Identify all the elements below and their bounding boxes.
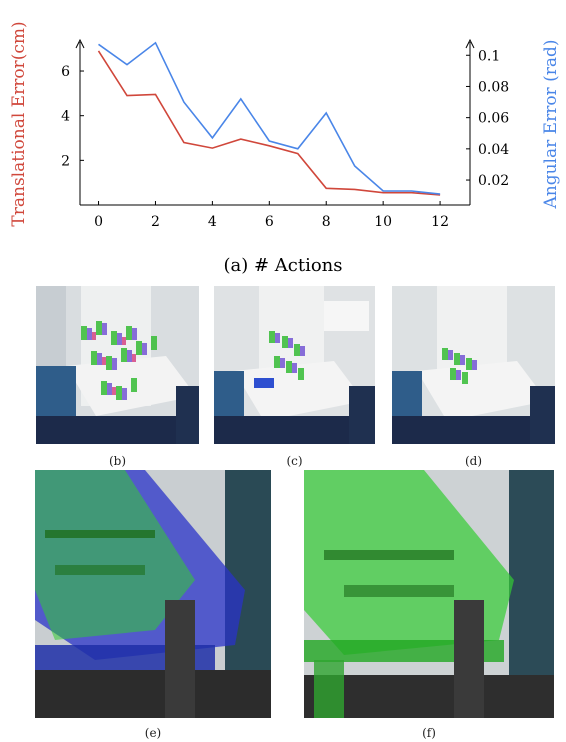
translational-error-line [97,50,441,196]
x-tick-label: 10 [374,214,392,230]
caption-f: (f) [422,726,436,740]
photo-panel-b [36,286,199,444]
y-left-axis-title: Translational Error(cm) [9,21,29,226]
caption-e: (e) [144,726,162,740]
x-tick-label: 4 [208,214,217,230]
dual-axis-line-chart: 0 2 4 6 8 10 12 2 4 6 0.02 0.04 0.06 0.08 0.1 Translat… [9,21,561,230]
x-tick-label: 12 [431,214,449,230]
photo-panel-f [304,470,554,718]
y-left-tick-label: 2 [61,153,70,169]
y-left-tick-label: 6 [61,64,70,80]
caption-c: (c) [286,454,303,468]
y-left-arrow-icon [75,38,85,49]
chart-ticks: 0 2 4 6 8 10 12 2 4 6 0.02 0.04 0.06 0.08 0.1 [61,48,509,230]
x-tick-label: 2 [151,214,160,230]
caption-d: (d) [464,454,483,468]
y-right-tick-label: 0.08 [478,79,509,95]
photo-panel-c [214,286,375,444]
y-right-tick-label: 0.04 [478,142,509,158]
chart-x-axis-title: (a) # Actions [223,255,343,276]
y-left-tick-label: 4 [61,109,70,125]
chart-axes [75,38,475,206]
robot-gripper-image-c [214,286,375,444]
y-right-tick-label: 0.1 [478,48,500,64]
green-overlay-image-f [304,470,554,718]
chart-series [97,41,441,196]
y-right-arrow-icon [465,38,475,49]
y-right-tick-label: 0.02 [478,173,509,189]
x-tick-label: 0 [94,214,103,230]
x-tick-label: 8 [322,214,331,230]
blue-overlay-image-e [35,470,271,718]
caption-b: (b) [108,454,127,468]
photo-panel-e [35,470,271,718]
y-right-axis-title: Angular Error (rad) [541,40,561,210]
x-tick-label: 6 [265,214,274,230]
angular-error-line [98,41,441,195]
y-right-tick-label: 0.06 [478,111,509,127]
robot-gripper-image-d [392,286,555,444]
robot-gripper-image-b [36,286,199,444]
photo-panel-d [392,286,555,444]
